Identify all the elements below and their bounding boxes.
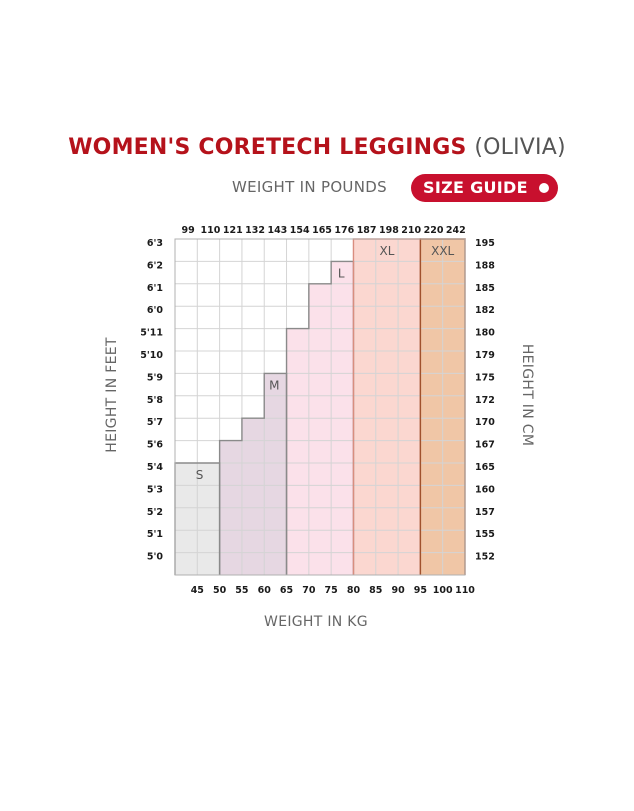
feet-tick-label: 6'2 xyxy=(147,260,163,271)
cm-tick-label: 165 xyxy=(475,462,495,473)
feet-tick-label: 5'7 xyxy=(147,417,163,428)
cm-tick-label: 195 xyxy=(475,238,495,249)
size-label-xxl: XXL xyxy=(431,244,454,258)
kg-tick-label: 90 xyxy=(391,585,405,596)
feet-tick-label: 6'0 xyxy=(147,305,164,316)
cm-tick-label: 175 xyxy=(475,372,495,383)
kg-tick-label: 100 xyxy=(433,585,453,596)
size-label-s: S xyxy=(196,468,204,482)
size-label-m: M xyxy=(269,379,279,393)
lbs-tick-label: 210 xyxy=(401,225,421,236)
feet-tick-label: 5'1 xyxy=(147,529,163,540)
cm-tick-label: 170 xyxy=(475,417,495,428)
kg-tick-label: 45 xyxy=(191,585,204,596)
size-region-l xyxy=(308,283,332,575)
kg-tick-label: 80 xyxy=(347,585,361,596)
feet-tick-label: 5'8 xyxy=(147,395,164,406)
kg-tick-label: 95 xyxy=(414,585,427,596)
weight-pounds-heading: WEIGHT IN POUNDS xyxy=(232,178,387,196)
lbs-tick-label: 132 xyxy=(245,225,265,236)
cm-tick-label: 179 xyxy=(475,350,495,361)
cm-tick-label: 160 xyxy=(475,484,495,495)
lbs-tick-label: 99 xyxy=(182,225,195,236)
cm-tick-label: 182 xyxy=(475,305,495,316)
feet-tick-label: 6'3 xyxy=(147,238,163,249)
badge-dot-icon xyxy=(539,183,549,193)
lbs-tick-label: 187 xyxy=(357,225,377,236)
plot-frame xyxy=(174,238,466,576)
size-outline-l xyxy=(285,260,355,575)
kg-tick-label: 70 xyxy=(302,585,316,596)
size-region-l xyxy=(286,328,309,575)
chart-title: WOMEN'S CORETECH LEGGINGS (OLIVIA) xyxy=(0,135,634,160)
feet-tick-label: 5'10 xyxy=(140,350,163,361)
size-guide-label: SIZE GUIDE xyxy=(423,178,528,197)
cm-tick-label: 152 xyxy=(475,552,495,563)
cm-tick-label: 157 xyxy=(475,507,495,518)
x-axis-label: WEIGHT IN KG xyxy=(264,614,368,630)
kg-tick-label: 75 xyxy=(325,585,338,596)
kg-tick-label: 60 xyxy=(258,585,272,596)
lbs-tick-label: 110 xyxy=(201,225,221,236)
feet-tick-label: 5'6 xyxy=(147,440,164,451)
size-region-m xyxy=(264,373,287,575)
feet-tick-label: 5'11 xyxy=(140,328,163,339)
size-region-m xyxy=(241,418,265,575)
kg-tick-label: 65 xyxy=(280,585,293,596)
title-model: (OLIVIA) xyxy=(474,135,566,160)
feet-tick-label: 5'3 xyxy=(147,484,163,495)
size-label-xl: XL xyxy=(379,244,394,258)
lbs-tick-label: 198 xyxy=(379,225,399,236)
cm-tick-label: 172 xyxy=(475,395,495,406)
cm-tick-label: 185 xyxy=(475,283,495,294)
cm-tick-label: 188 xyxy=(475,260,495,271)
lbs-tick-label: 242 xyxy=(446,225,466,236)
size-region-xl xyxy=(353,239,421,575)
lbs-tick-label: 176 xyxy=(334,225,354,236)
cm-tick-label: 180 xyxy=(475,328,495,339)
kg-tick-label: 50 xyxy=(213,585,227,596)
size-guide-badge: SIZE GUIDE xyxy=(411,174,558,202)
lbs-tick-label: 121 xyxy=(223,225,243,236)
cm-tick-label: 167 xyxy=(475,440,495,451)
lbs-tick-label: 154 xyxy=(290,225,310,236)
feet-tick-label: 6'1 xyxy=(147,283,163,294)
size-outline-m xyxy=(218,372,288,575)
feet-tick-label: 5'4 xyxy=(147,462,164,473)
lbs-tick-label: 143 xyxy=(267,225,287,236)
title-brand: WOMEN'S CORETECH LEGGINGS xyxy=(68,135,467,160)
y-axis-left-label: HEIGHT IN FEET xyxy=(104,337,120,453)
kg-tick-label: 55 xyxy=(235,585,248,596)
lbs-tick-label: 220 xyxy=(424,225,444,236)
cm-tick-label: 155 xyxy=(475,529,495,540)
feet-tick-label: 5'0 xyxy=(147,552,164,563)
lbs-tick-label: 165 xyxy=(312,225,332,236)
kg-tick-label: 85 xyxy=(369,585,382,596)
kg-tick-label: 110 xyxy=(455,585,475,596)
y-axis-right-label: HEIGHT IN CM xyxy=(519,344,535,446)
feet-tick-label: 5'9 xyxy=(147,372,163,383)
size-label-l: L xyxy=(338,267,345,281)
feet-tick-label: 5'2 xyxy=(147,507,163,518)
